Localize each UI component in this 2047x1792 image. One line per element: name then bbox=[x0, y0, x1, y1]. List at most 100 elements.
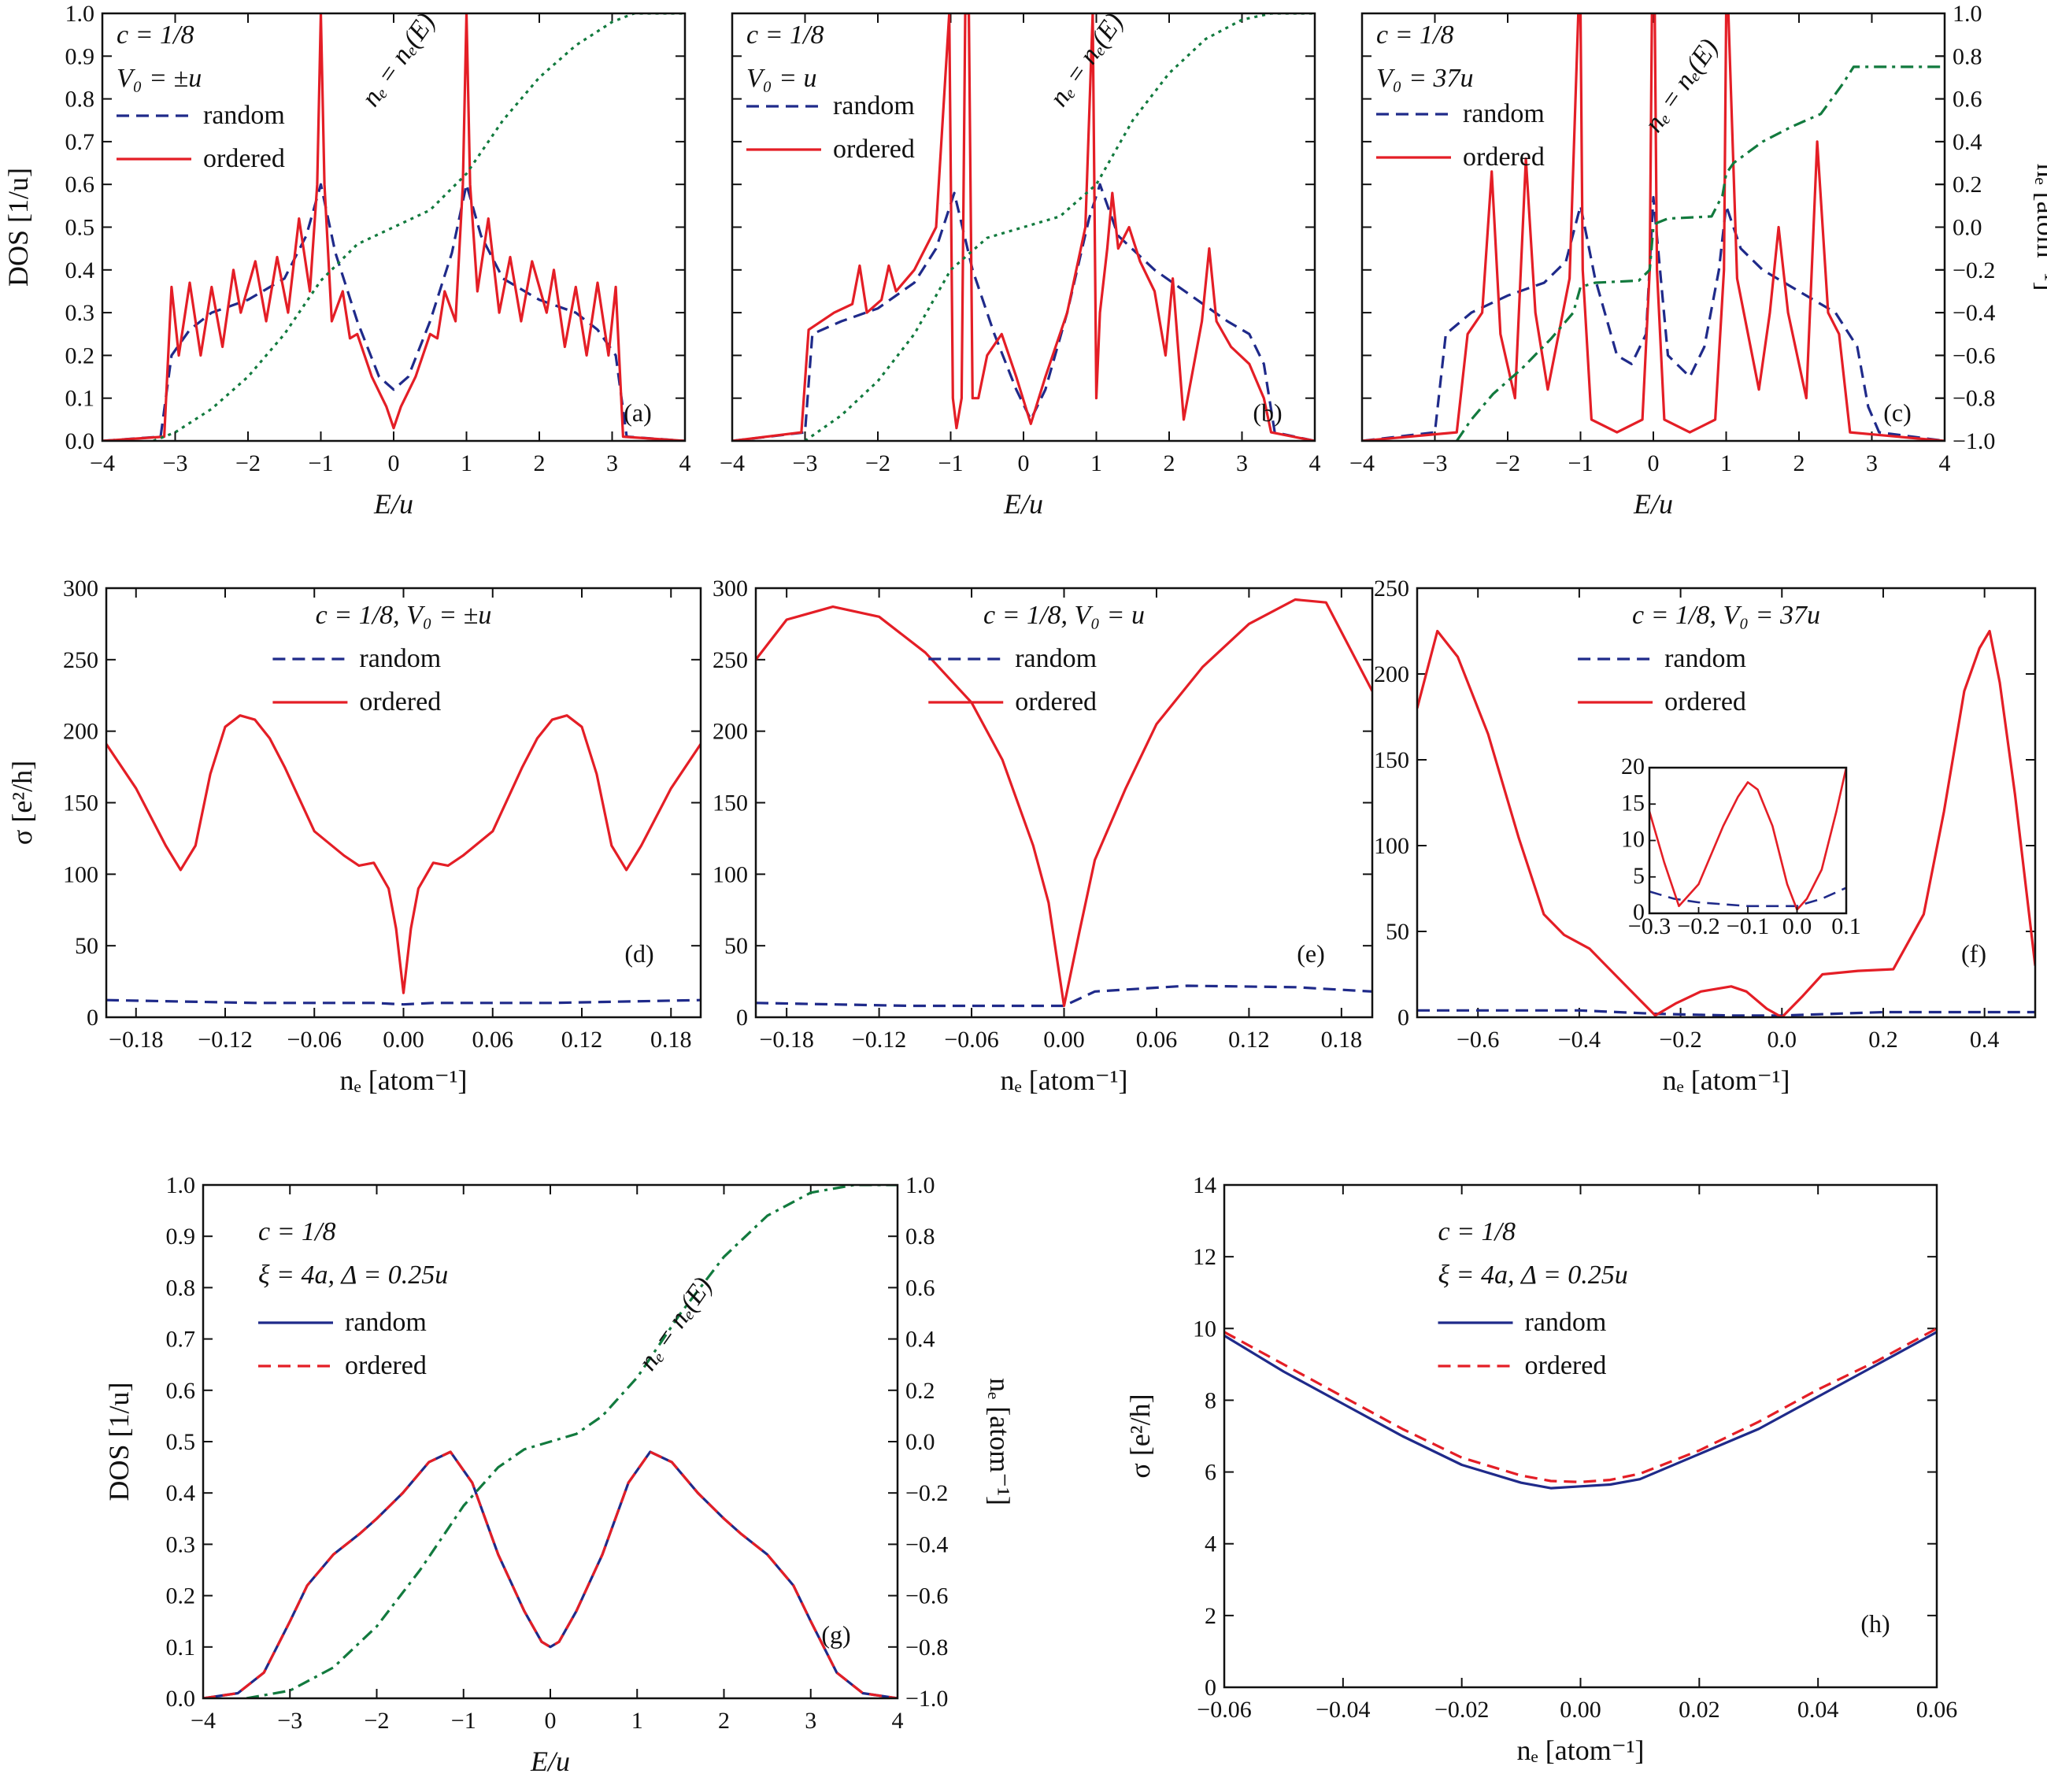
x-tick-label: 1 bbox=[461, 450, 472, 476]
x-tick-label: −2 bbox=[365, 1708, 390, 1734]
x-axis-label: E/u bbox=[1633, 488, 1673, 520]
legend-label-ordered: ordered bbox=[1015, 687, 1097, 716]
x-tick-label: −1 bbox=[309, 450, 334, 476]
x-tick-label: −2 bbox=[865, 450, 890, 476]
y-tick-label: 4 bbox=[1205, 1531, 1216, 1557]
x-tick-label: −0.06 bbox=[944, 1027, 998, 1053]
panel-label: (g) bbox=[821, 1620, 850, 1649]
panel-e: −0.18 −0.12 −0.06 0.00 0.06 0.12 0.18 0 50 100 150… bbox=[713, 576, 1374, 1096]
inset-series-ordered-line bbox=[1649, 768, 1846, 911]
x-tick-label: 3 bbox=[1866, 450, 1878, 476]
x-tick-label: 1 bbox=[1720, 450, 1732, 476]
y-tick-label: 0.0 bbox=[65, 428, 95, 454]
plot-frame bbox=[105, 587, 702, 1019]
x-tick-label: 3 bbox=[1236, 450, 1248, 476]
x-tick-label: 4 bbox=[679, 450, 691, 476]
x-tick-label: −0.12 bbox=[852, 1027, 906, 1053]
y-tick-label: 0.8 bbox=[166, 1275, 196, 1301]
x-tick-label: 0.0 bbox=[1768, 1027, 1797, 1053]
inset-x-tick-label: 0.0 bbox=[1782, 913, 1812, 939]
series-ordered-line bbox=[732, 13, 1315, 441]
y-tick-label: 250 bbox=[1374, 576, 1409, 602]
y2-tick-label: 0.0 bbox=[905, 1429, 935, 1455]
x-tick-label: 0 bbox=[388, 450, 400, 476]
x-tick-label: 4 bbox=[1309, 450, 1321, 476]
plot-frame bbox=[1360, 12, 1946, 442]
x-axis-label: E/u bbox=[1003, 488, 1043, 520]
y2-tick-label: −0.4 bbox=[1953, 300, 1995, 326]
y-tick-label: 250 bbox=[63, 647, 98, 673]
series-group bbox=[1362, 13, 1945, 441]
x-tick-label: −0.02 bbox=[1434, 1697, 1489, 1723]
x-tick-label: 0.00 bbox=[383, 1027, 424, 1053]
panel-d: −0.18 −0.12 −0.06 0.00 0.06 0.12 0.18 0 50 100 150… bbox=[6, 576, 702, 1096]
y-tick-label: 50 bbox=[724, 933, 748, 959]
y2-tick-label: −0.4 bbox=[905, 1531, 948, 1557]
panel-g: −4 −3 −2 −1 0 1 2 3 4 0.0 0.1 0.2 0.3 0.4 0.5 0.6 0.7 0.8… bbox=[103, 1172, 1016, 1777]
x-tick-label: 2 bbox=[1793, 450, 1805, 476]
y-tick-label: 8 bbox=[1205, 1387, 1216, 1413]
inset: −0.3 −0.2 −0.1 0.0 0.1 0 5 10 15 20 bbox=[1621, 753, 1861, 939]
panel-label: (d) bbox=[624, 939, 653, 968]
x-tick-label: 0.00 bbox=[1560, 1697, 1601, 1723]
annotation-text: V₀ = ±u bbox=[117, 64, 202, 93]
y-tick-label: 0 bbox=[736, 1005, 748, 1031]
curve-label: nₑ = nₑ(E) bbox=[1044, 8, 1129, 112]
series-ordered-line bbox=[1362, 13, 1945, 441]
y-tick-label: 100 bbox=[713, 861, 748, 887]
y2-tick-label: −1.0 bbox=[1953, 428, 1995, 454]
y2-tick-label: −0.6 bbox=[1953, 342, 1995, 368]
x-tick-label: −0.6 bbox=[1457, 1027, 1499, 1053]
y-tick-label: 50 bbox=[75, 933, 98, 959]
y-tick-label: 0.1 bbox=[166, 1635, 196, 1661]
panel-label: (b) bbox=[1253, 398, 1282, 427]
y-axis-label: σ [e²/h] bbox=[1124, 1394, 1156, 1478]
y2-tick-label: −1.0 bbox=[905, 1686, 948, 1712]
x-tick-label: 0 bbox=[1648, 450, 1660, 476]
inset-x-tick-label: −0.1 bbox=[1727, 913, 1769, 939]
y-tick-label: 0.3 bbox=[166, 1531, 196, 1557]
y2-tick-label: −0.6 bbox=[905, 1583, 948, 1609]
y2-tick-label: 0.6 bbox=[1953, 87, 1982, 113]
panel-label: (a) bbox=[624, 398, 652, 427]
series-group bbox=[1224, 1327, 1937, 1490]
x-tick-label: 0 bbox=[545, 1708, 557, 1734]
y-tick-label: 100 bbox=[63, 861, 98, 887]
legend-label-ordered: ordered bbox=[359, 687, 441, 716]
inset-series bbox=[1649, 768, 1846, 911]
inset-x-tick-label: 0.1 bbox=[1831, 913, 1861, 939]
y-tick-label: 0.7 bbox=[65, 129, 95, 155]
x-tick-label: 2 bbox=[534, 450, 546, 476]
legend-label-ordered: ordered bbox=[833, 135, 915, 164]
panel-label: (h) bbox=[1860, 1609, 1890, 1638]
y2-tick-label: −0.2 bbox=[1953, 257, 1995, 283]
y2-tick-label: 0.8 bbox=[905, 1224, 935, 1250]
x-tick-label: −3 bbox=[793, 450, 818, 476]
legend-label-ordered: ordered bbox=[1463, 143, 1545, 172]
x-tick-label: −0.06 bbox=[1197, 1697, 1251, 1723]
y-tick-label: 200 bbox=[63, 719, 98, 745]
x-tick-label: 0.06 bbox=[1916, 1697, 1958, 1723]
y-tick-label: 0.2 bbox=[166, 1583, 196, 1609]
y2-tick-label: 0.4 bbox=[1953, 129, 1982, 155]
y-tick-label: 150 bbox=[63, 790, 98, 816]
y2-tick-label: −0.8 bbox=[1953, 386, 1995, 412]
legend-label-random: random bbox=[1525, 1308, 1607, 1337]
x-tick-label: 2 bbox=[1164, 450, 1175, 476]
series-group bbox=[203, 1185, 898, 1698]
x-tick-label: −0.12 bbox=[198, 1027, 252, 1053]
x-tick-label: −0.18 bbox=[759, 1027, 813, 1053]
inset-x-tick-label: −0.3 bbox=[1628, 913, 1671, 939]
y2-tick-label: −0.8 bbox=[905, 1635, 948, 1661]
plot-frame bbox=[101, 12, 687, 442]
x-tick-label: −2 bbox=[235, 450, 261, 476]
y2-tick-label: 1.0 bbox=[905, 1172, 935, 1198]
annotation-text: ξ = 4a, Δ = 0.25u bbox=[1438, 1261, 1628, 1290]
series-random-line bbox=[203, 1450, 898, 1698]
series-random-line bbox=[106, 998, 701, 1006]
plot-frame bbox=[202, 1183, 899, 1700]
y-tick-label: 1.0 bbox=[166, 1172, 196, 1198]
x-tick-label: 1 bbox=[631, 1708, 643, 1734]
y-tick-label: 2 bbox=[1205, 1603, 1216, 1629]
x-axis-label: E/u bbox=[373, 488, 413, 520]
